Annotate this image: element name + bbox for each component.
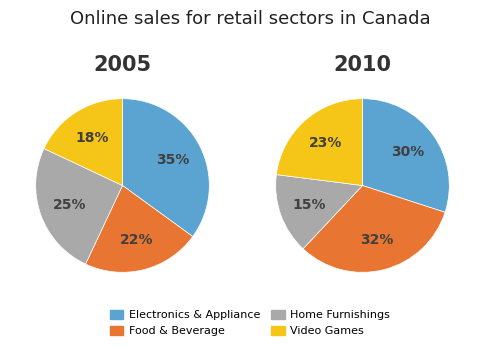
Text: 25%: 25% (52, 198, 86, 212)
Wedge shape (303, 186, 445, 272)
Text: 18%: 18% (76, 131, 109, 145)
Text: Online sales for retail sectors in Canada: Online sales for retail sectors in Canad… (70, 10, 430, 28)
Wedge shape (276, 99, 362, 186)
Text: 23%: 23% (308, 136, 342, 150)
Wedge shape (86, 186, 192, 272)
Wedge shape (362, 99, 450, 212)
Title: 2010: 2010 (334, 55, 392, 76)
Wedge shape (36, 148, 122, 264)
Text: 15%: 15% (292, 198, 326, 212)
Title: 2005: 2005 (94, 55, 152, 76)
Text: 32%: 32% (360, 233, 393, 247)
Wedge shape (276, 175, 362, 249)
Legend: Electronics & Appliance, Food & Beverage, Home Furnishings, Video Games: Electronics & Appliance, Food & Beverage… (106, 306, 395, 341)
Wedge shape (44, 99, 122, 186)
Wedge shape (122, 99, 210, 237)
Text: 22%: 22% (120, 233, 154, 247)
Text: 35%: 35% (156, 153, 190, 167)
Text: 30%: 30% (392, 145, 425, 159)
